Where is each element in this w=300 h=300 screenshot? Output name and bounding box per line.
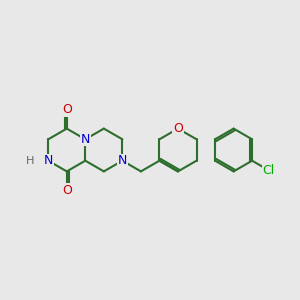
Text: H: H [26,156,34,166]
Text: N: N [44,154,53,167]
Text: Cl: Cl [263,164,275,177]
Text: N: N [81,133,90,146]
Text: O: O [62,184,72,197]
Text: O: O [62,103,72,116]
Text: O: O [173,122,183,135]
Text: N: N [118,154,127,167]
